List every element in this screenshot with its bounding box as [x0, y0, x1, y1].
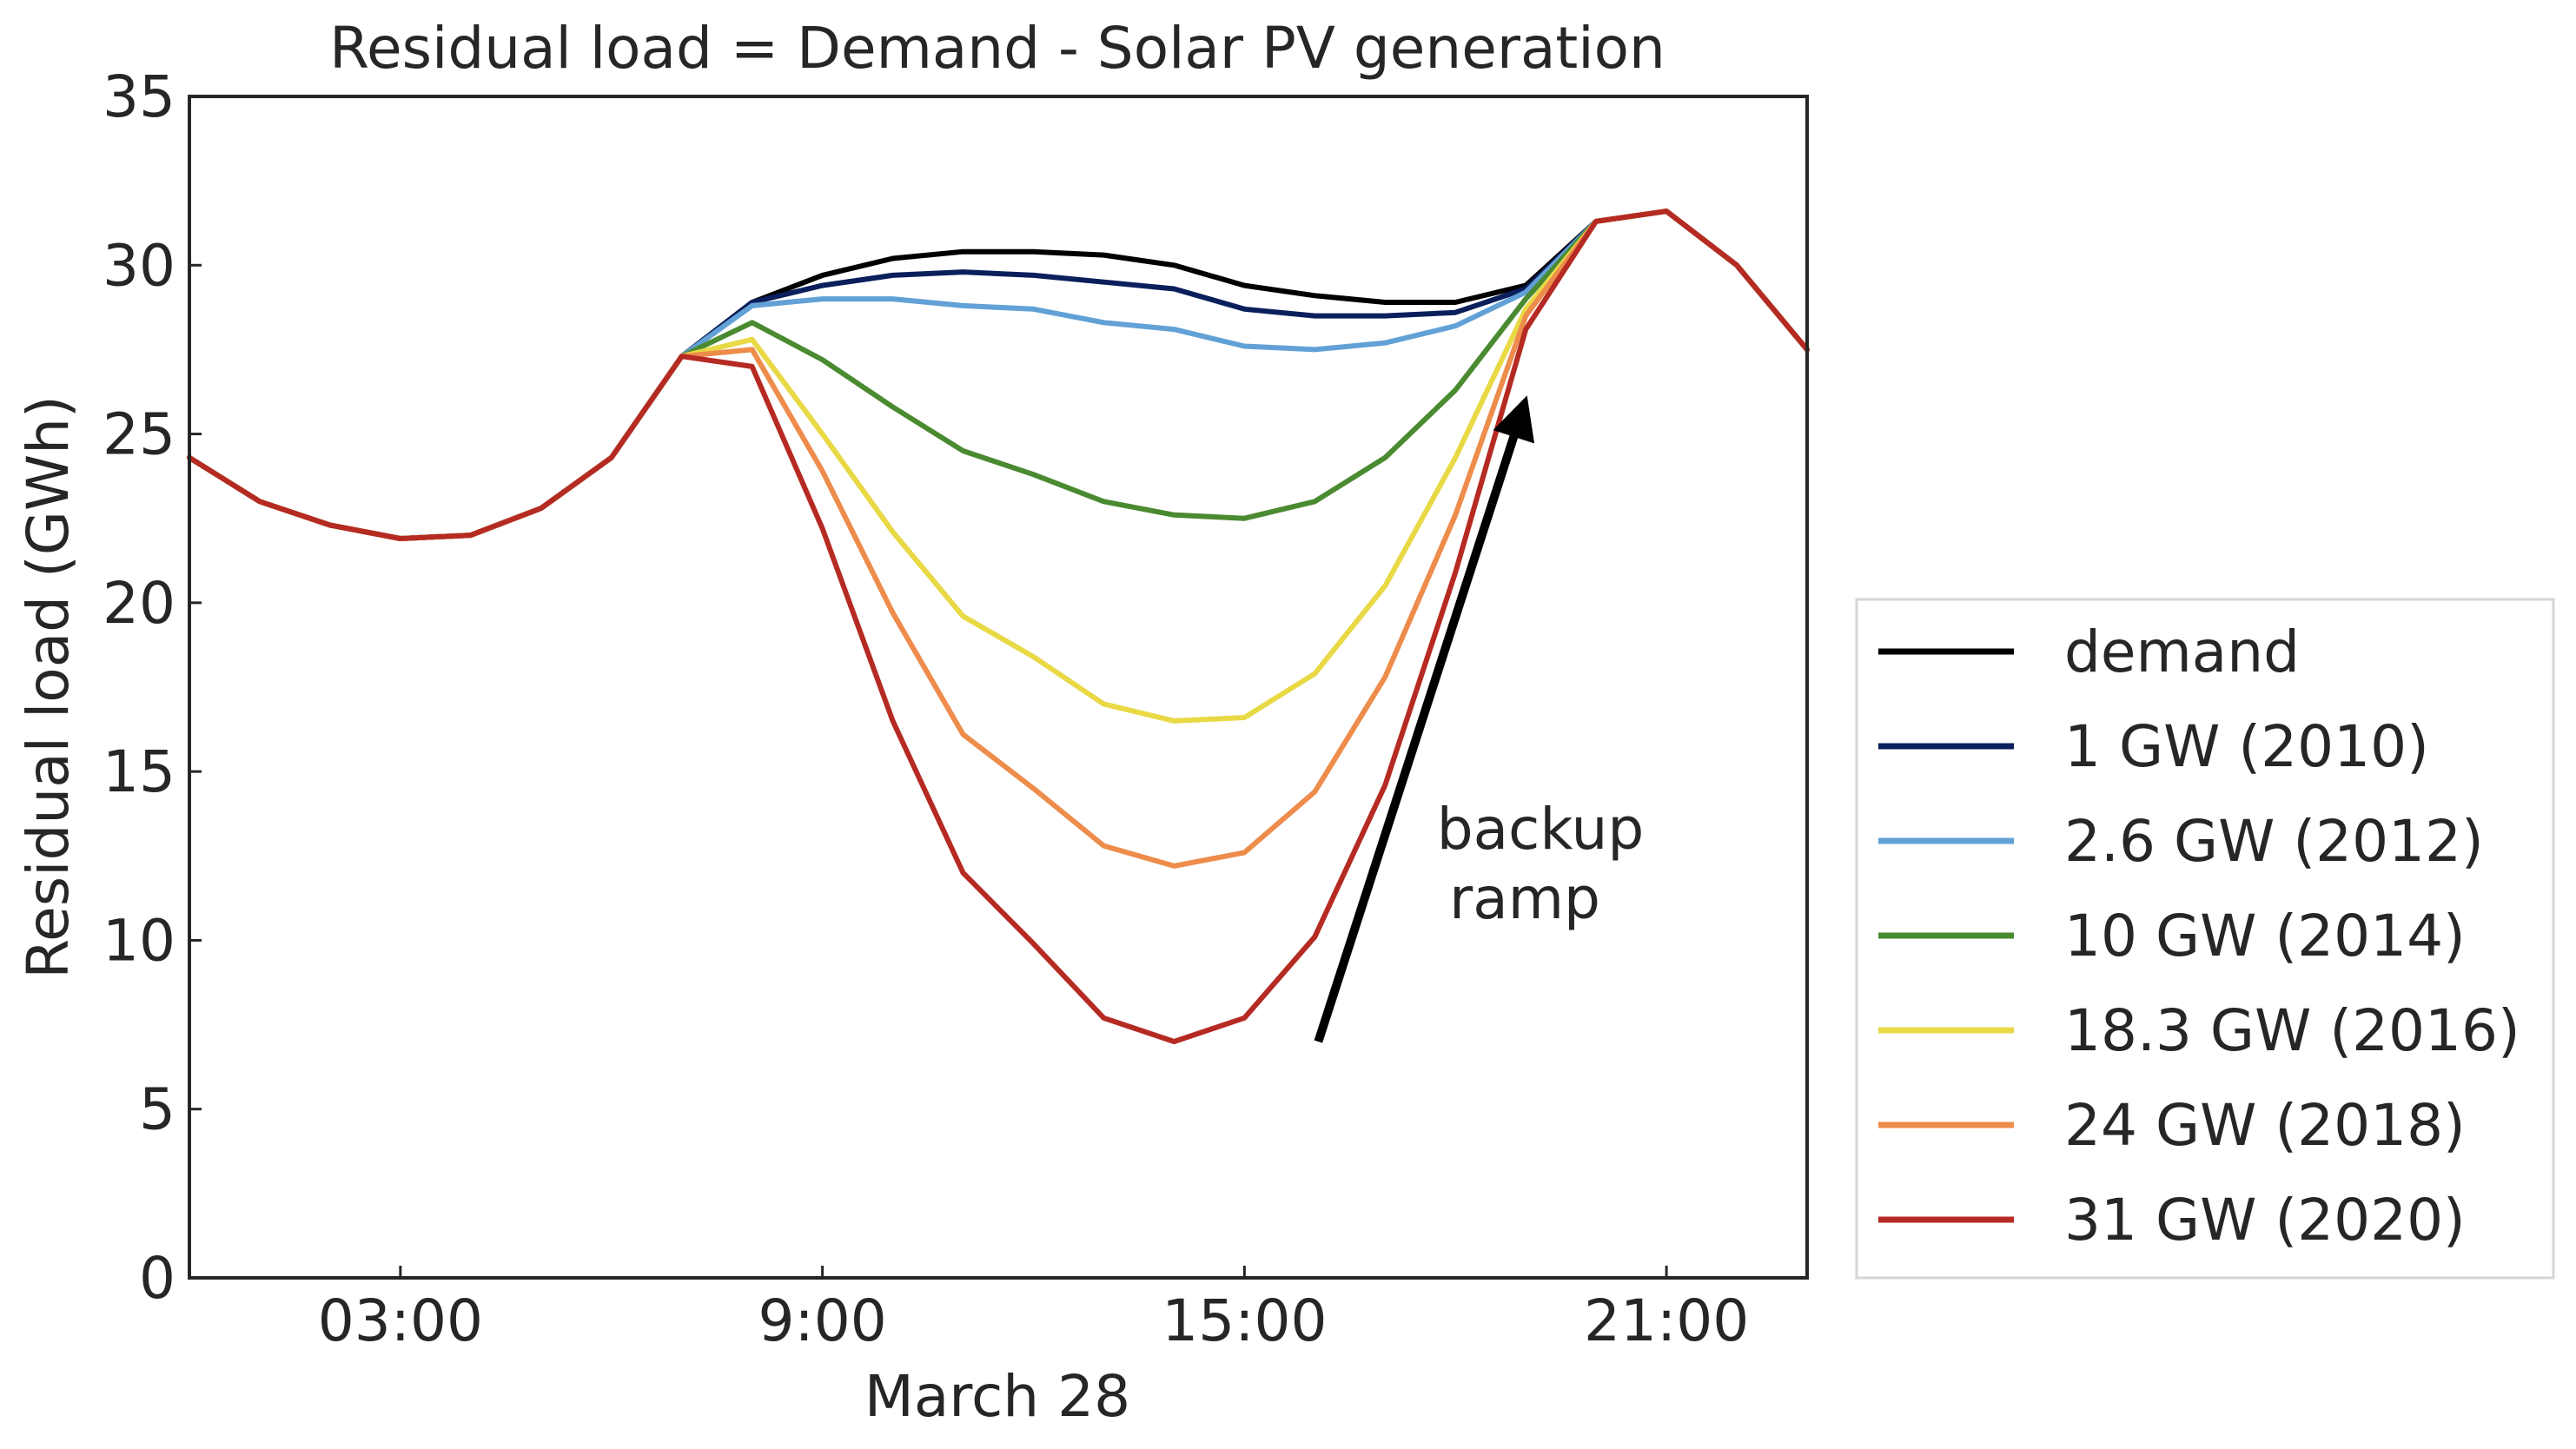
annotation-line-2: ramp	[1449, 865, 1600, 932]
legend-label-5: 24 GW (2018)	[2064, 1092, 2466, 1159]
annotation-line-1: backup	[1437, 796, 1645, 863]
plot-area: 03:00 9:00 15:00 21:00 0 5 10 15 20 25 30 35	[103, 63, 1810, 1354]
legend-label-3: 10 GW (2014)	[2064, 903, 2466, 969]
y-tick-label-6: 30	[103, 232, 175, 299]
plot-frame	[188, 95, 1809, 1280]
legend-label-1: 1 GW (2010)	[2064, 713, 2429, 780]
legend-label-6: 31 GW (2020)	[2064, 1187, 2466, 1254]
y-axis-label: Residual load (GWh)	[15, 395, 82, 978]
chart-title: Residual load = Demand - Solar PV genera…	[329, 15, 1665, 82]
x-tick-label-0: 03:00	[318, 1287, 483, 1354]
legend-label-4: 18.3 GW (2016)	[2064, 997, 2520, 1064]
x-axis: 03:00 9:00 15:00 21:00	[318, 1266, 1749, 1354]
y-tick-label-4: 20	[103, 570, 175, 637]
y-tick-label-3: 15	[103, 738, 175, 805]
x-tick-label-1: 9:00	[758, 1287, 886, 1354]
y-tick-label-1: 5	[139, 1076, 175, 1143]
y-tick-label-0: 0	[139, 1245, 175, 1312]
backup-ramp-annotation: backup ramp	[1314, 395, 1645, 1043]
series-lines	[187, 208, 1810, 1044]
ramp-arrow	[1314, 395, 1535, 1043]
legend-items: demand 1 GW (2010) 2.6 GW (2012) 10 GW (201…	[1878, 619, 2520, 1254]
series-line-6	[187, 208, 1810, 1044]
x-tick-label-3: 21:00	[1584, 1287, 1749, 1354]
x-axis-label: March 28	[864, 1363, 1130, 1430]
legend: demand 1 GW (2010) 2.6 GW (2012) 10 GW (201…	[1855, 598, 2555, 1280]
series-line-4	[187, 208, 1810, 724]
y-tick-label-2: 10	[103, 907, 175, 974]
y-tick-label-7: 35	[103, 63, 175, 130]
y-tick-label-5: 25	[103, 401, 175, 468]
y-axis: 0 5 10 15 20 25 30 35	[103, 63, 202, 1312]
x-tick-label-2: 15:00	[1162, 1287, 1327, 1354]
legend-label-0: demand	[2064, 619, 2300, 685]
legend-label-2: 2.6 GW (2012)	[2064, 808, 2484, 875]
